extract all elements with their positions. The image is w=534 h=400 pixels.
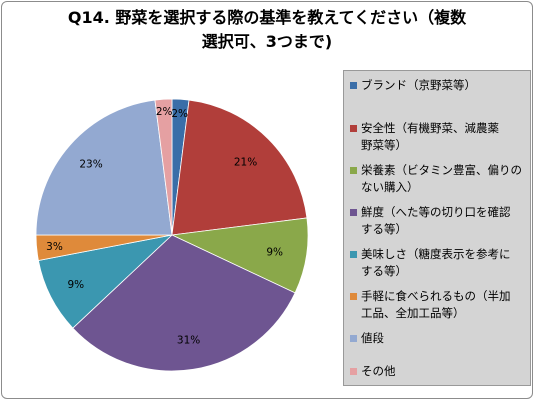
legend-swatch xyxy=(350,167,357,174)
legend-item-4: 鮮度（へた等の切り口を確認 する等） xyxy=(350,204,526,238)
pie-slice-4 xyxy=(72,234,296,372)
data-label-6: 3% xyxy=(46,241,63,253)
data-label-4: 31% xyxy=(177,335,200,347)
legend-label: 美味しさ（糖度表示を参考に xyxy=(361,247,511,261)
legend-label: 工品、全加工品等） xyxy=(361,306,465,320)
chart-title-line-2: 選択可、3つまで) xyxy=(201,32,333,51)
legend-label: 野菜等） xyxy=(361,138,407,152)
legend-label: 安全性（有機野菜、減農薬 xyxy=(361,121,499,135)
legend-swatch xyxy=(350,251,357,258)
legend-item-8: その他 xyxy=(350,363,526,380)
legend-label: 手軽に食べられるもの（半加 xyxy=(361,289,511,303)
legend-label: 鮮度（へた等の切り口を確認 xyxy=(361,205,511,219)
data-label-1: 2% xyxy=(171,108,188,120)
legend-swatch xyxy=(350,335,357,342)
legend-item-6: 手軽に食べられるもの（半加 工品、全加工品等） xyxy=(350,288,526,322)
legend-label: ない購入） xyxy=(361,180,419,194)
chart-title: Q14. 野菜を選択する際の基準を教えてください（複数 選択可、3つまで) xyxy=(0,6,534,54)
legend-label: する等） xyxy=(361,222,407,236)
pie-slice-7 xyxy=(35,99,173,236)
chart-title-line-1: Q14. 野菜を選択する際の基準を教えてください（複数 xyxy=(67,8,467,27)
legend-swatch xyxy=(350,293,357,300)
legend-item-1: ブランド（京野菜等） xyxy=(350,77,526,94)
legend-swatch xyxy=(350,209,357,216)
legend-label: ブランド（京野菜等） xyxy=(361,78,476,92)
legend-item-7: 値段 xyxy=(350,330,526,347)
legend: ブランド（京野菜等） 安全性（有機野菜、減農薬 野菜等） 栄養素（ビタミン豊富、偏りの… xyxy=(343,70,531,386)
data-label-2: 21% xyxy=(234,157,257,169)
data-label-5: 9% xyxy=(67,279,84,291)
legend-swatch xyxy=(350,368,357,375)
legend-item-2: 安全性（有機野菜、減農薬 野菜等） xyxy=(350,120,526,154)
legend-label: その他 xyxy=(361,364,396,378)
pie-slice-8 xyxy=(154,98,173,236)
legend-item-3: 栄養素（ビタミン豊富、偏りの ない購入） xyxy=(350,162,526,196)
legend-label: 値段 xyxy=(361,331,384,345)
data-label-7: 23% xyxy=(79,159,102,171)
legend-label: する等） xyxy=(361,264,407,278)
data-label-8: 2% xyxy=(156,106,173,118)
legend-swatch xyxy=(350,125,357,132)
legend-swatch xyxy=(350,82,357,89)
legend-label: 栄養素（ビタミン豊富、偏りの xyxy=(361,163,522,177)
legend-item-5: 美味しさ（糖度表示を参考に する等） xyxy=(350,246,526,280)
pie-slice-2 xyxy=(171,99,308,236)
data-label-3: 9% xyxy=(266,246,283,258)
